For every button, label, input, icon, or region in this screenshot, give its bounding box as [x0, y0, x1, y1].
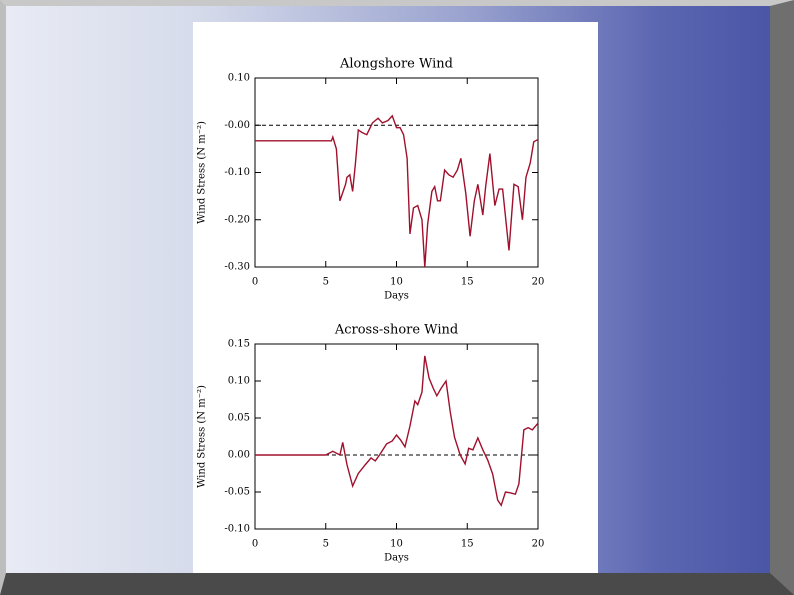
y-tick-label: 0.00	[228, 450, 250, 461]
x-tick-label: 5	[323, 539, 329, 550]
y-tick-label: -0.30	[224, 262, 250, 273]
y-tick-label: -0.20	[224, 214, 250, 225]
y-tick-label: -0.05	[224, 487, 250, 498]
panel	[193, 22, 598, 573]
y-axis-label: Wind Stress (N m⁻²)	[197, 121, 208, 224]
y-axis-label: Wind Stress (N m⁻²)	[197, 385, 208, 488]
y-tick-label: -0.00	[224, 120, 250, 131]
x-tick-label: 5	[323, 277, 329, 288]
y-tick-label: 0.10	[228, 73, 250, 84]
y-tick-label: 0.10	[228, 376, 250, 387]
x-axis-label: Days	[384, 291, 409, 302]
x-tick-label: 15	[461, 277, 474, 288]
data-line	[255, 355, 539, 507]
y-tick-label: 0.05	[228, 413, 250, 424]
y-tick-label: 0.15	[228, 339, 250, 350]
y-tick-label: -0.10	[224, 524, 250, 535]
data-line	[255, 114, 539, 268]
x-tick-label: 15	[461, 539, 474, 550]
plot-frame	[254, 343, 539, 530]
plot-frame	[254, 77, 539, 268]
x-axis-label: Days	[384, 553, 409, 564]
x-tick-label: 0	[252, 539, 258, 550]
x-tick-label: 0	[252, 277, 258, 288]
y-tick-label: -0.10	[224, 167, 250, 178]
x-tick-label: 20	[532, 539, 545, 550]
chart-title: Across-shore Wind	[334, 323, 458, 338]
chart-title: Alongshore Wind	[339, 57, 453, 72]
x-tick-label: 10	[390, 277, 403, 288]
x-tick-label: 10	[390, 539, 403, 550]
x-tick-label: 20	[532, 277, 545, 288]
